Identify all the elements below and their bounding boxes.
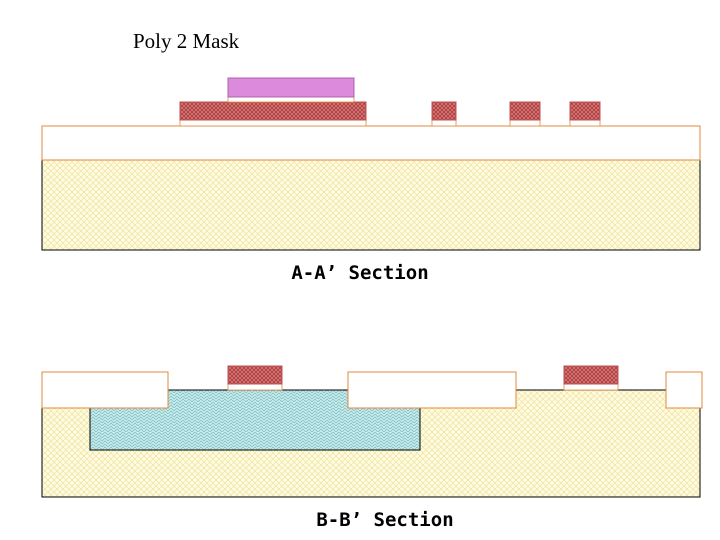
field-oxide <box>665 371 703 409</box>
oxide-thin <box>227 96 355 103</box>
gate-oxide <box>569 119 601 127</box>
poly <box>179 101 367 121</box>
poly <box>569 101 601 121</box>
gate-oxide <box>509 119 541 127</box>
section-a: A-A’ Section <box>41 77 701 284</box>
poly <box>431 101 457 121</box>
field-oxide <box>347 371 517 409</box>
section-label: A-A’ Section <box>291 262 428 284</box>
gate-oxide <box>431 119 457 127</box>
substrate <box>41 159 701 251</box>
poly <box>509 101 541 121</box>
section-label: B-B’ Section <box>316 509 453 531</box>
gate-oxide <box>227 383 283 391</box>
gate-oxide <box>179 119 367 127</box>
poly2-mask <box>227 77 355 98</box>
title: Poly 2 Mask <box>133 29 240 53</box>
section-b: B-B’ Section <box>41 365 703 531</box>
oxide <box>41 125 701 161</box>
poly <box>227 365 283 385</box>
gate-oxide <box>563 383 619 391</box>
poly <box>563 365 619 385</box>
field-oxide <box>41 371 169 409</box>
